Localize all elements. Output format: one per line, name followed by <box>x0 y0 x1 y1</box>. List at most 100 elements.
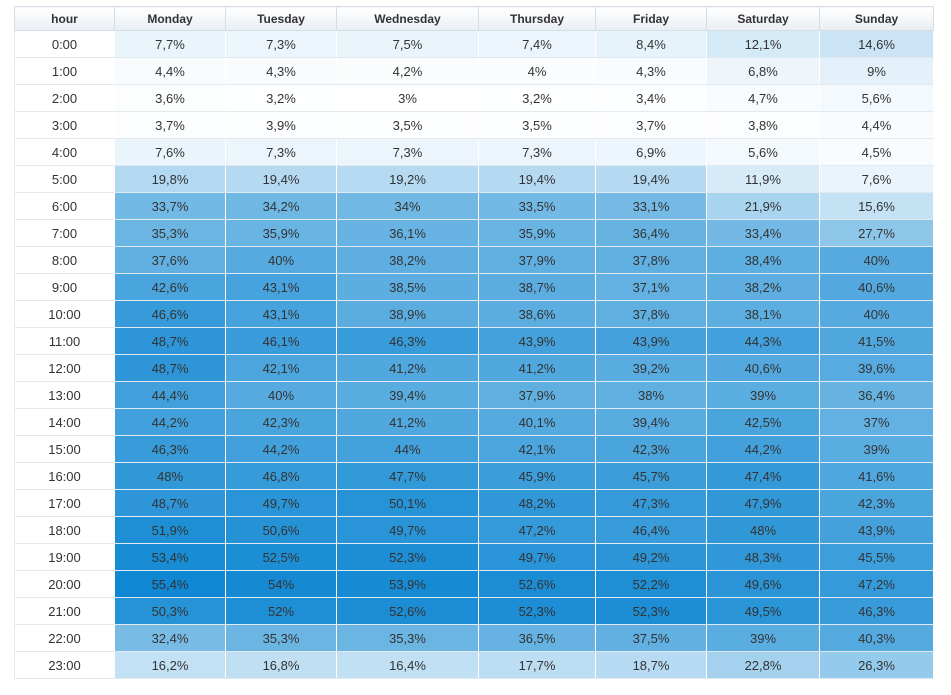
table-row: 8:00 37,6% 40% 38,2% 37,9% 37,8% 38,4% 40% <box>14 246 934 274</box>
heat-cell-saturday: 44,2% <box>706 435 820 463</box>
heat-cell-friday: 39,4% <box>595 408 707 436</box>
heat-cell-thursday: 3,2% <box>478 84 596 112</box>
heat-cell-wednesday: 3% <box>336 84 479 112</box>
heat-cell-tuesday: 43,1% <box>225 273 337 301</box>
heat-cell-tuesday: 49,7% <box>225 489 337 517</box>
heat-cell-sunday: 40% <box>819 300 934 328</box>
heat-cell-saturday: 22,8% <box>706 651 820 679</box>
heat-cell-thursday: 4% <box>478 57 596 85</box>
heat-cell-saturday: 39% <box>706 624 820 652</box>
heat-cell-tuesday: 54% <box>225 570 337 598</box>
heat-cell-monday: 44,2% <box>114 408 226 436</box>
heat-cell-wednesday: 41,2% <box>336 408 479 436</box>
heat-cell-monday: 48,7% <box>114 354 226 382</box>
heat-cell-thursday: 37,9% <box>478 381 596 409</box>
heat-cell-monday: 50,3% <box>114 597 226 625</box>
heat-cell-friday: 37,8% <box>595 246 707 274</box>
hour-label: 13:00 <box>14 381 115 409</box>
heat-cell-saturday: 38,4% <box>706 246 820 274</box>
hour-label: 3:00 <box>14 111 115 139</box>
heat-cell-friday: 38% <box>595 381 707 409</box>
heat-cell-wednesday: 19,2% <box>336 165 479 193</box>
heat-cell-friday: 47,3% <box>595 489 707 517</box>
hour-label: 17:00 <box>14 489 115 517</box>
heat-cell-sunday: 36,4% <box>819 381 934 409</box>
table-row: 11:00 48,7% 46,1% 46,3% 43,9% 43,9% 44,3% 41,5% <box>14 327 934 355</box>
heat-cell-tuesday: 16,8% <box>225 651 337 679</box>
heat-cell-saturday: 38,1% <box>706 300 820 328</box>
heat-cell-monday: 3,7% <box>114 111 226 139</box>
column-header-hour[interactable]: hour <box>14 6 115 31</box>
hour-label: 6:00 <box>14 192 115 220</box>
column-header-thursday[interactable]: Thursday <box>478 6 596 31</box>
heat-cell-sunday: 41,5% <box>819 327 934 355</box>
heat-cell-saturday: 33,4% <box>706 219 820 247</box>
heat-cell-saturday: 21,9% <box>706 192 820 220</box>
table-row: 22:00 32,4% 35,3% 35,3% 36,5% 37,5% 39% 40,3% <box>14 624 934 652</box>
heat-cell-sunday: 46,3% <box>819 597 934 625</box>
heat-cell-sunday: 14,6% <box>819 30 934 58</box>
heat-cell-monday: 46,3% <box>114 435 226 463</box>
hourly-heatmap-table: hour Monday Tuesday Wednesday Thursday F… <box>14 6 934 679</box>
heat-cell-friday: 37,5% <box>595 624 707 652</box>
heat-cell-friday: 37,8% <box>595 300 707 328</box>
heat-cell-wednesday: 34% <box>336 192 479 220</box>
heat-cell-thursday: 7,4% <box>478 30 596 58</box>
heat-cell-friday: 8,4% <box>595 30 707 58</box>
heat-cell-friday: 3,4% <box>595 84 707 112</box>
heat-cell-friday: 43,9% <box>595 327 707 355</box>
column-header-monday[interactable]: Monday <box>114 6 226 31</box>
table-row: 7:00 35,3% 35,9% 36,1% 35,9% 36,4% 33,4% 27,7% <box>14 219 934 247</box>
heat-cell-sunday: 42,3% <box>819 489 934 517</box>
heat-cell-friday: 4,3% <box>595 57 707 85</box>
heat-cell-wednesday: 49,7% <box>336 516 479 544</box>
heat-cell-wednesday: 16,4% <box>336 651 479 679</box>
heat-cell-friday: 36,4% <box>595 219 707 247</box>
table-body: 0:00 7,7% 7,3% 7,5% 7,4% 8,4% 12,1% 14,6% 1:00 4,… <box>14 30 934 679</box>
heat-cell-thursday: 42,1% <box>478 435 596 463</box>
heat-cell-thursday: 38,6% <box>478 300 596 328</box>
heat-cell-saturday: 3,8% <box>706 111 820 139</box>
hour-label: 18:00 <box>14 516 115 544</box>
heat-cell-saturday: 6,8% <box>706 57 820 85</box>
heat-cell-wednesday: 36,1% <box>336 219 479 247</box>
hour-label: 11:00 <box>14 327 115 355</box>
heat-cell-tuesday: 43,1% <box>225 300 337 328</box>
heat-cell-monday: 7,6% <box>114 138 226 166</box>
column-header-saturday[interactable]: Saturday <box>706 6 820 31</box>
heat-cell-saturday: 5,6% <box>706 138 820 166</box>
hour-label: 4:00 <box>14 138 115 166</box>
heat-cell-monday: 55,4% <box>114 570 226 598</box>
heat-cell-sunday: 37% <box>819 408 934 436</box>
heat-cell-tuesday: 52,5% <box>225 543 337 571</box>
hour-label: 16:00 <box>14 462 115 490</box>
heat-cell-tuesday: 42,3% <box>225 408 337 436</box>
heat-cell-wednesday: 38,9% <box>336 300 479 328</box>
heat-cell-sunday: 43,9% <box>819 516 934 544</box>
table-row: 12:00 48,7% 42,1% 41,2% 41,2% 39,2% 40,6% 39,6% <box>14 354 934 382</box>
column-header-friday[interactable]: Friday <box>595 6 707 31</box>
table-row: 5:00 19,8% 19,4% 19,2% 19,4% 19,4% 11,9% 7,6% <box>14 165 934 193</box>
heat-cell-thursday: 7,3% <box>478 138 596 166</box>
heat-cell-saturday: 48% <box>706 516 820 544</box>
heat-cell-saturday: 49,5% <box>706 597 820 625</box>
heat-cell-saturday: 42,5% <box>706 408 820 436</box>
heat-cell-saturday: 47,4% <box>706 462 820 490</box>
heat-cell-tuesday: 44,2% <box>225 435 337 463</box>
heat-cell-sunday: 4,4% <box>819 111 934 139</box>
heat-cell-friday: 45,7% <box>595 462 707 490</box>
heat-cell-monday: 3,6% <box>114 84 226 112</box>
column-header-tuesday[interactable]: Tuesday <box>225 6 337 31</box>
column-header-sunday[interactable]: Sunday <box>819 6 934 31</box>
heat-cell-tuesday: 46,8% <box>225 462 337 490</box>
heat-cell-monday: 4,4% <box>114 57 226 85</box>
heat-cell-monday: 35,3% <box>114 219 226 247</box>
heat-cell-saturday: 39% <box>706 381 820 409</box>
table-row: 20:00 55,4% 54% 53,9% 52,6% 52,2% 49,6% 47,2% <box>14 570 934 598</box>
column-header-wednesday[interactable]: Wednesday <box>336 6 479 31</box>
heat-cell-saturday: 49,6% <box>706 570 820 598</box>
heat-cell-wednesday: 50,1% <box>336 489 479 517</box>
header-row: hour Monday Tuesday Wednesday Thursday F… <box>14 6 934 31</box>
heat-cell-thursday: 49,7% <box>478 543 596 571</box>
heat-cell-friday: 42,3% <box>595 435 707 463</box>
